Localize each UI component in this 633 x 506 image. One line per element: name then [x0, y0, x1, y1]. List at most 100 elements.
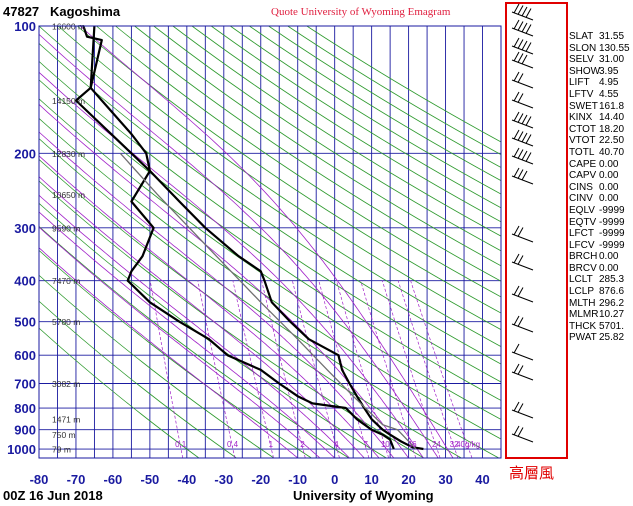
index-value: 285.3	[599, 274, 625, 286]
plot-lines	[39, 26, 501, 458]
height-label: 9590 m	[52, 223, 80, 233]
credit-text: Quote University of Wyoming Emagram	[271, 6, 451, 18]
index-key: LFTV	[569, 88, 594, 100]
index-value: -9999	[599, 228, 625, 240]
moist-adiabat	[39, 247, 298, 458]
pressure-tick-label: 1000	[7, 442, 36, 457]
index-key: LCLT	[569, 274, 593, 286]
index-value: 31.55	[599, 31, 625, 42]
index-value: 0.00	[599, 181, 619, 193]
moist-adiabat	[39, 226, 321, 458]
index-key: EQLV	[569, 204, 595, 216]
index-value: -9999	[599, 204, 625, 216]
index-value: 4.55	[599, 88, 619, 100]
index-key: PWAT	[569, 332, 597, 344]
mixing-ratio-label: 0.4	[227, 440, 239, 449]
index-key: CINS	[569, 181, 593, 193]
height-label: 7470 m	[52, 276, 80, 286]
index-key: MLTH	[569, 297, 596, 309]
dry-adiabat	[39, 300, 237, 458]
index-row: EQLV -9999	[569, 205, 631, 217]
index-key: KINX	[569, 112, 593, 124]
moist-adiabat	[79, 26, 454, 458]
station-id: 47827	[3, 4, 39, 19]
index-key: SELV	[569, 54, 594, 66]
height-label: 750 m	[52, 430, 76, 440]
index-key: EQTV	[569, 216, 597, 228]
dry-adiabat	[39, 117, 501, 440]
footer-time: 00Z 16 Jun 2018	[3, 488, 103, 503]
index-row: CINS 0.00	[569, 182, 631, 194]
mixing-ratio-line	[149, 280, 184, 458]
mixing-ratio-label: 32	[450, 440, 459, 449]
index-value: 876.6	[599, 286, 625, 298]
temperature-tick-label: -50	[141, 472, 160, 487]
index-key: SLAT	[569, 31, 594, 42]
index-key: MLMR	[569, 309, 599, 321]
mixing-ratio-label: 40g/kg	[456, 440, 480, 449]
index-key: SWET	[569, 100, 598, 112]
wind-barb	[511, 315, 534, 333]
wind-barb	[511, 425, 534, 443]
height-label: 10650 m	[52, 190, 85, 200]
moist-adiabat	[39, 176, 365, 458]
pressure-tick-label: 600	[14, 348, 36, 363]
height-label: 79 m	[52, 445, 71, 455]
index-value: 40.70	[599, 146, 625, 158]
height-label: 3082 m	[52, 379, 80, 389]
dewpoint-profile	[74, 26, 395, 450]
mixing-ratio-line	[232, 280, 274, 458]
pressure-tick-label: 700	[14, 377, 36, 392]
parcel-path	[119, 152, 417, 450]
index-key: BRCH	[569, 251, 598, 263]
mixing-ratio-label: 0.1	[175, 440, 187, 449]
index-row: THCK 5701.	[569, 321, 631, 333]
index-key: THCK	[569, 320, 597, 332]
mixing-ratio-line	[318, 280, 370, 458]
dry-adiabat	[115, 26, 501, 282]
wind-barb	[511, 147, 534, 165]
pressure-tick-label: 200	[14, 146, 36, 161]
index-row: TOTL 40.70	[569, 147, 631, 159]
wind-barb	[511, 253, 534, 271]
index-value: 0.00	[599, 170, 619, 182]
temperature-tick-label: -30	[214, 472, 233, 487]
dry-adiabat	[96, 26, 501, 298]
index-value: 10.27	[599, 309, 625, 321]
dry-adiabat	[210, 26, 501, 209]
dry-adiabat	[39, 327, 200, 458]
index-key: LIFT	[569, 77, 590, 89]
index-row: BRCV 0.00	[569, 263, 631, 275]
pressure-tick-label: 800	[14, 401, 36, 416]
dry-adiabat	[76, 26, 501, 314]
mixing-ratio-line	[336, 280, 390, 458]
pressure-tick-label: 300	[14, 221, 36, 236]
index-key: CAPV	[569, 170, 597, 182]
index-key: LFCV	[569, 239, 595, 251]
height-label: 5780 m	[52, 317, 80, 327]
dry-adiabat	[287, 26, 501, 156]
dry-adiabat	[153, 26, 501, 252]
mixing-ratio-line	[360, 280, 417, 458]
index-row: BRCH 0.00	[569, 251, 631, 263]
temperature-tick-label: -80	[30, 472, 49, 487]
temperature-profile	[82, 26, 424, 451]
pressure-tick-label: 500	[14, 315, 36, 330]
index-row: EQTV -9999	[569, 217, 631, 229]
index-row: PWAT 25.82	[569, 332, 631, 344]
wind-barb	[511, 111, 534, 129]
wind-barb	[511, 285, 534, 303]
wind-barb	[511, 19, 534, 37]
wind-barb-frame	[505, 2, 568, 459]
wind-barb	[511, 129, 534, 147]
wind-barb	[511, 343, 534, 361]
dry-adiabat	[39, 225, 350, 458]
index-key: TOTL	[569, 146, 595, 158]
index-value: 3.95	[599, 65, 619, 77]
wind-barb	[511, 225, 534, 243]
dry-adiabat	[39, 79, 501, 401]
dry-adiabat	[39, 42, 501, 365]
index-row: VTOT 22.50	[569, 135, 631, 147]
height-label: 14150 m	[52, 96, 85, 106]
wind-barb	[511, 37, 534, 55]
